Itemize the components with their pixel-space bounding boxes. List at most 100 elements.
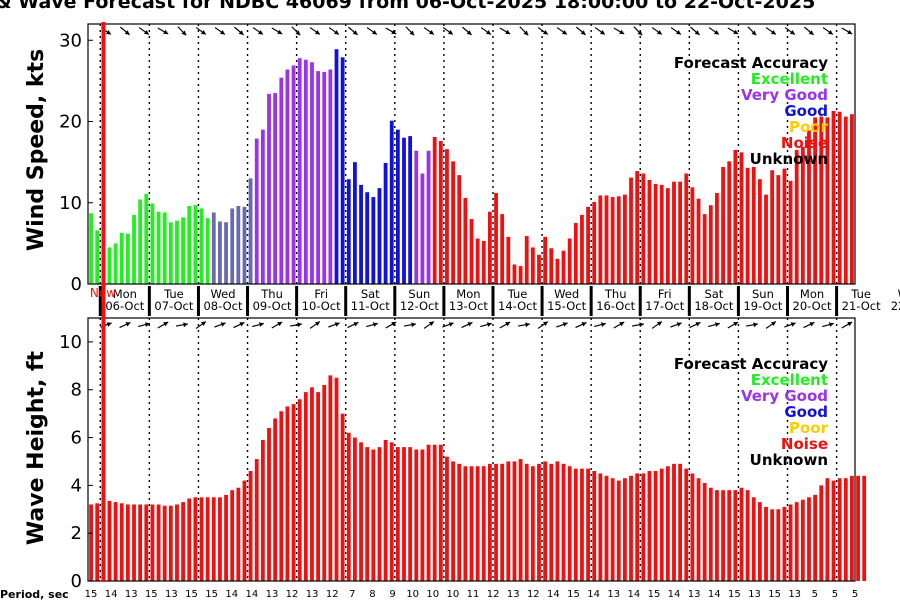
wave-bar xyxy=(267,427,271,581)
now-marker-line xyxy=(101,22,106,582)
direction-arrow xyxy=(442,27,454,35)
direction-arrow xyxy=(138,27,150,35)
day-name-label: Sun xyxy=(408,287,430,301)
wind-bar xyxy=(530,247,535,284)
direction-arrow xyxy=(519,26,529,36)
day-name-label: Fri xyxy=(658,287,672,301)
wave-bar xyxy=(260,439,265,581)
day-name-label: Mon xyxy=(456,287,480,301)
wave-bar xyxy=(346,432,351,581)
day-date-label: 16-Oct xyxy=(596,299,635,313)
wave-bar xyxy=(107,500,112,581)
wind-bar xyxy=(807,130,811,284)
period-value: 13 xyxy=(165,589,178,600)
day-label-strip: Mon06-OctTue07-OctWed08-OctThu09-OctFri1… xyxy=(98,286,900,316)
wave-bar xyxy=(218,497,222,581)
day-name-label: Tue xyxy=(507,287,528,301)
wind-bar xyxy=(451,161,455,284)
direction-arrow xyxy=(517,322,531,328)
direction-arrow xyxy=(462,26,472,36)
wave-day-gridlines xyxy=(99,318,838,581)
day-name-label: Wed xyxy=(898,287,900,301)
direction-arrow xyxy=(765,321,777,329)
wind-bar xyxy=(524,236,529,284)
period-value: 14 xyxy=(105,589,118,600)
period-value: 15 xyxy=(85,589,98,600)
wave-height-axis-label: Wave Height, ft xyxy=(24,350,49,545)
wind-bar xyxy=(764,194,768,284)
day-separator xyxy=(196,286,200,316)
direction-arrow xyxy=(480,27,492,35)
period-value: 5 xyxy=(832,589,838,600)
day-separator xyxy=(98,286,102,316)
day-name-label: Tue xyxy=(850,287,871,301)
wind-bar xyxy=(395,129,400,284)
now-marker: Now xyxy=(90,22,116,582)
wind-bar xyxy=(770,170,775,284)
direction-arrow xyxy=(708,322,720,328)
period-value: 14 xyxy=(668,589,681,600)
period-value: 15 xyxy=(648,589,661,600)
direction-arrow xyxy=(366,27,378,35)
wind-bar xyxy=(445,149,449,284)
wave-bar xyxy=(175,504,179,581)
day-date-label: 13-Oct xyxy=(449,299,488,313)
legend-item-excellent: Excellent xyxy=(751,70,828,88)
wave-bar xyxy=(340,413,345,581)
wave-bar xyxy=(125,504,130,581)
wave-bar xyxy=(89,504,93,581)
wave-bar xyxy=(665,466,670,581)
wave-bar xyxy=(273,418,278,581)
wave-bar xyxy=(383,439,388,581)
wave-bar xyxy=(205,497,210,581)
wind-bar xyxy=(328,69,333,284)
y-tick-label: 8 xyxy=(71,380,82,401)
day-name-label: Tue xyxy=(163,287,184,301)
day-name-label: Wed xyxy=(554,287,579,301)
wind-bar xyxy=(659,184,664,284)
direction-arrow xyxy=(214,322,226,328)
wind-bar xyxy=(702,214,707,284)
wind-bar xyxy=(512,264,517,284)
period-value: 5 xyxy=(812,589,818,600)
wave-bar xyxy=(708,487,713,581)
day-separator xyxy=(638,286,642,316)
direction-arrow xyxy=(234,26,244,36)
day-name-label: Mon xyxy=(113,287,137,301)
y-tick-label: 10 xyxy=(59,332,82,353)
period-value: 10 xyxy=(447,589,460,600)
wind-bar xyxy=(383,162,388,284)
wind-bar xyxy=(561,250,566,284)
direction-arrow xyxy=(252,322,264,328)
legend-item-excellent: Excellent xyxy=(751,371,828,389)
y-tick-label: 10 xyxy=(59,193,82,214)
direction-arrow xyxy=(157,27,169,35)
direction-arrow xyxy=(841,321,853,329)
day-name-label: Wed xyxy=(210,287,235,301)
wave-bar xyxy=(138,504,143,581)
wave-bar xyxy=(156,504,161,581)
wind-bar xyxy=(463,197,468,284)
wave-bar xyxy=(224,494,228,581)
direction-arrow xyxy=(841,27,853,35)
wave-bar xyxy=(739,487,744,581)
wind-bar xyxy=(776,175,781,284)
wave-bar xyxy=(807,497,811,581)
wind-bar xyxy=(549,248,554,284)
wave-bar xyxy=(408,447,413,581)
wind-bar xyxy=(426,150,431,284)
wind-bar xyxy=(794,149,799,284)
direction-arrow xyxy=(442,322,454,328)
period-value: 14 xyxy=(627,589,640,600)
wind-bar xyxy=(432,136,437,284)
wave-bar xyxy=(475,466,480,581)
day-date-label: 07-Oct xyxy=(154,299,193,313)
day-separator xyxy=(736,286,740,316)
wind-bar xyxy=(211,212,216,284)
wind-bar xyxy=(254,138,259,284)
wave-bar xyxy=(678,463,683,581)
y-tick-label: 2 xyxy=(71,523,82,544)
legend-item-very-good: Very Good xyxy=(741,387,828,405)
wave-bar xyxy=(506,461,511,581)
